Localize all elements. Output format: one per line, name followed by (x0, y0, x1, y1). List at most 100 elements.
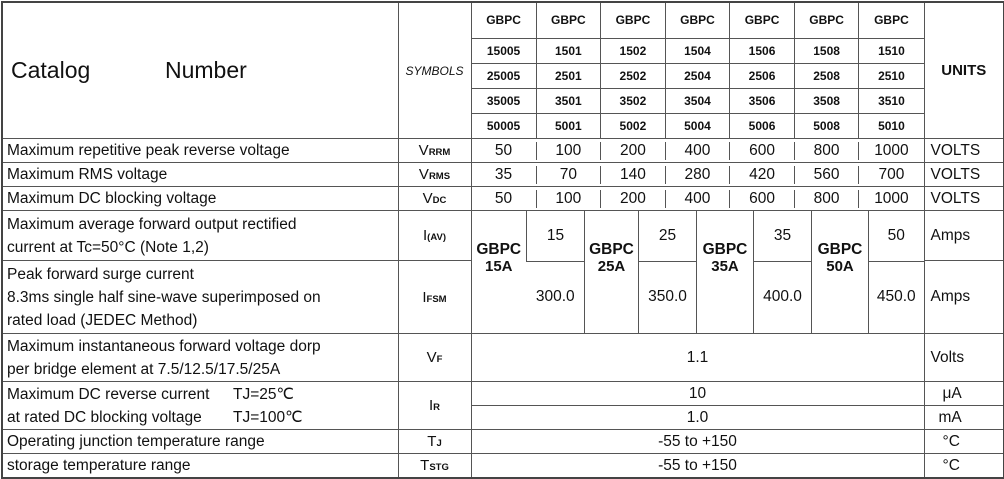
model-number: 1504 (664, 38, 730, 64)
model-row: 15005 1501 1502 1504 1506 1508 1510 (471, 38, 924, 64)
symbols-header: SYMBOLS (397, 1, 472, 139)
package-rating: 15A (484, 258, 513, 275)
symbol: V (426, 349, 437, 366)
number-label: Number (165, 57, 247, 83)
current-ratings-grid: GBPC 15A 15 GBPC 25A 25 GBPC 35A 35 GBPC 50A 50 300.… (470, 210, 925, 334)
model-number: 3501 (535, 88, 601, 114)
ifsm-label-line: Peak forward surge current (7, 265, 194, 283)
vrrm-value: 200 (600, 141, 666, 160)
model-number: 1501 (535, 38, 601, 64)
iav-value: 15 (526, 211, 585, 262)
row-vdc: Maximum DC blocking voltage VDC 50 100 200 40… (1, 186, 1004, 211)
model-number: 2502 (600, 63, 666, 89)
model-number: 15005 (471, 38, 537, 64)
package-group-label: GBPC 50A (811, 211, 869, 333)
model-number: 35005 (471, 88, 537, 114)
vdc-label: Maximum DC blocking voltage (1, 186, 399, 211)
vrrm-unit: VOLTS (923, 138, 1004, 163)
model-row: 25005 2501 2502 2504 2506 2508 2510 (471, 63, 924, 89)
model-number: 2510 (858, 63, 924, 89)
symbol: V (418, 166, 429, 183)
vdc-value: 50 (494, 189, 513, 207)
symbol-sub: RRM (428, 147, 451, 158)
package-group-label: GBPC 35A (696, 211, 754, 333)
ifsm-label: Peak forward surge current 8.3ms single h… (1, 260, 399, 334)
symbol-sub: RMS (428, 171, 451, 182)
vf-value: 1.1 (470, 333, 925, 382)
symbol-sub: DC (432, 195, 447, 206)
tj-label: Operating junction temperature range (1, 429, 399, 454)
tstg-unit: °C (923, 453, 1004, 479)
tstg-label: storage temperature range (1, 453, 399, 479)
vf-label-line: Maximum instantaneous forward voltage do… (7, 337, 321, 355)
symbol-sub: J (436, 438, 442, 449)
vrms-values: 35 70 140 280 420 560 700 (470, 162, 925, 187)
row-ir-25: Maximum DC reverse current TJ=25℃ at rate… (1, 381, 1004, 430)
model-number: 1502 (600, 38, 666, 64)
vf-label-line: per bridge element at 7.5/12.5/17.5/25A (7, 360, 281, 378)
ir-label: Maximum DC reverse current TJ=25℃ at rate… (1, 381, 399, 430)
row-iav: Maximum average forward output rectified… (1, 209, 1004, 334)
vrms-value: 420 (729, 165, 795, 184)
vf-unit: Volts (923, 333, 1004, 382)
gbpc-label: GBPC (535, 3, 601, 39)
iav-label-line: Maximum average forward output rectified (7, 215, 297, 233)
ir-label-line: Maximum DC reverse current TJ=25℃ (7, 383, 398, 406)
row-vf: Maximum instantaneous forward voltage do… (1, 333, 1004, 382)
model-number: 3508 (793, 88, 859, 114)
ifsm-value: 300.0 (535, 288, 575, 306)
vrms-value: 700 (858, 165, 924, 184)
tstg-symbol: TSTG (397, 453, 472, 479)
ifsm-value: 400.0 (753, 261, 812, 333)
ir-value-25: 10 (470, 381, 925, 406)
vrrm-value: 100 (535, 141, 601, 160)
model-number: 5001 (535, 113, 601, 138)
vrrm-symbol: VRRM (397, 138, 472, 163)
model-number: 5008 (793, 113, 859, 138)
ifsm-value: 350.0 (638, 261, 697, 333)
gbpc-label: GBPC (858, 3, 924, 39)
model-number: 25005 (471, 63, 537, 89)
vdc-value: 600 (729, 189, 795, 208)
package-name: GBPC (817, 241, 863, 258)
vrms-value: 560 (793, 165, 859, 184)
iav-value: 50 (868, 211, 924, 262)
vrms-value: 280 (664, 165, 730, 184)
model-number: 2504 (664, 63, 730, 89)
vdc-value: 800 (793, 189, 859, 208)
symbol-sub: R (433, 402, 441, 413)
row-vrrm: Maximum repetitive peak reverse voltage V… (1, 138, 1004, 163)
vdc-values: 50 100 200 400 600 800 1000 (470, 186, 925, 211)
catalog-number-header: Catalog Number (1, 1, 399, 139)
package-rating: 35A (711, 258, 739, 275)
tj-unit: °C (923, 429, 1004, 454)
vrrm-value: 50 (494, 141, 513, 159)
ir-condition: TJ=25℃ (233, 385, 294, 403)
row-vrms: Maximum RMS voltage VRMS 35 70 140 280 420 560 7… (1, 162, 1004, 187)
model-number: 3504 (664, 88, 730, 114)
symbol: I (428, 397, 434, 414)
ir-label-text: at rated DC blocking voltage (7, 408, 202, 426)
model-grid: GBPC GBPC GBPC GBPC GBPC GBPC GBPC 15005 1501 15… (470, 1, 925, 139)
gbpc-label: GBPC (729, 3, 795, 39)
vrrm-label: Maximum repetitive peak reverse voltage (1, 138, 399, 163)
ifsm-symbol: IFSM (397, 260, 472, 334)
vrms-symbol: VRMS (397, 162, 472, 187)
vrms-label: Maximum RMS voltage (1, 162, 399, 187)
vrms-unit: VOLTS (923, 162, 1004, 187)
vdc-value: 200 (600, 189, 666, 208)
gbpc-label: GBPC (471, 3, 537, 39)
model-number: 1506 (729, 38, 795, 64)
iav-symbol: I(AV) (397, 209, 472, 262)
ifsm-label-line: rated load (JEDEC Method) (7, 311, 198, 329)
vrrm-value: 1000 (858, 141, 924, 160)
model-number: 50005 (486, 118, 521, 133)
vdc-value: 100 (535, 189, 601, 208)
vdc-value: 400 (664, 189, 730, 208)
units-header: UNITS (923, 1, 1004, 139)
model-number: 5010 (858, 113, 924, 138)
tstg-value: -55 to +150 (470, 453, 925, 479)
package-name: GBPC (702, 241, 748, 258)
row-ifsm: Peak forward surge current 8.3ms single h… (1, 260, 1004, 334)
ir-condition: TJ=100℃ (233, 408, 303, 426)
